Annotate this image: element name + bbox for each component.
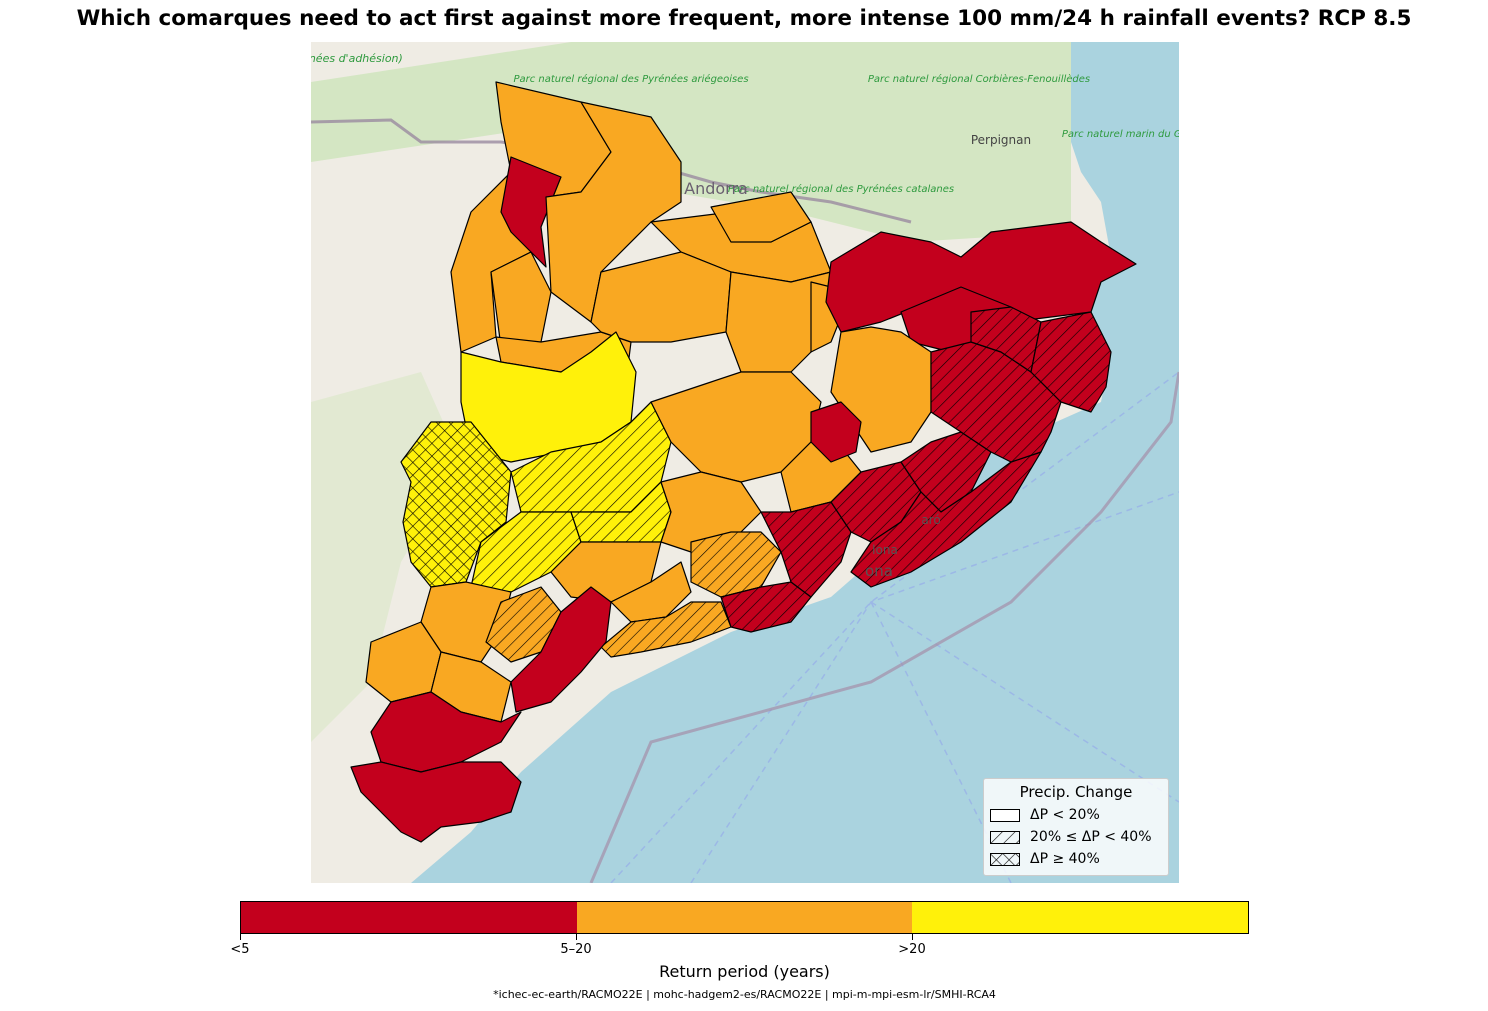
sea-lane <box>610 371 1179 883</box>
city-label: lona <box>872 543 898 557</box>
comarca-alt-penedes-hatch <box>691 532 781 597</box>
comarca-solsones[interactable] <box>590 251 732 343</box>
comarca-segria-hatch <box>401 422 511 587</box>
colorbar-segment-mid <box>576 902 913 933</box>
legend-item: 20% ≤ ΔP < 40% <box>990 826 1162 848</box>
basemap-label-andorra: Andorra <box>684 179 748 198</box>
sea-lane <box>870 601 1012 883</box>
map-panel[interactable]: s Pyrénées d'adhésion) Parc naturel régi… <box>311 42 1179 883</box>
comarca-baix-penedes-hatch <box>601 602 731 657</box>
chart-title: Which comarques need to act first agains… <box>76 6 1412 31</box>
footnote: *ichec-ec-earth/RACMO22E | mohc-hadgem2-… <box>493 988 996 1001</box>
city-label: ona <box>865 562 893 580</box>
map-svg: s Pyrénées d'adhésion) Parc naturel régi… <box>311 42 1179 883</box>
legend-label: 20% ≤ ΔP < 40% <box>1030 829 1152 845</box>
comarca-valles-oriental-hatch <box>901 432 991 512</box>
basemap-label: s Pyrénées d'adhésion) <box>311 52 403 65</box>
colorbar-title: Return period (years) <box>659 962 830 981</box>
comarca-priorat-hatch <box>486 587 561 662</box>
comarca-maresme-hatch <box>851 452 1041 587</box>
basemap-label-perpignan: Perpignan <box>971 133 1031 147</box>
comarca-ripolles[interactable] <box>710 191 812 243</box>
comarca-montsia[interactable] <box>350 761 522 843</box>
legend-title: Precip. Change <box>1019 783 1133 801</box>
colorbar-tick-label: <5 <box>230 942 250 957</box>
basemap-sea <box>411 42 1179 883</box>
comarca-baix-ebre[interactable] <box>370 691 522 773</box>
colorbar-tick <box>576 934 577 940</box>
colorbar-tick <box>240 934 241 940</box>
comarca-alta-ribagorca[interactable] <box>490 251 552 348</box>
comarca-alt-emporda[interactable] <box>825 221 1137 333</box>
comarca-garrigues-hatch <box>471 512 581 592</box>
legend-swatch-cross <box>990 852 1020 866</box>
colorbar-tick-label: >20 <box>898 942 926 957</box>
comarca-val-aran[interactable] <box>500 156 562 268</box>
comarca-barcelones[interactable] <box>810 401 862 463</box>
basemap-label: Parc naturel régional des Pyrénées ariég… <box>513 73 748 85</box>
legend-label: ΔP ≥ 40% <box>1030 851 1100 867</box>
basemap-label: Parc naturel marin du Golfe du Lion <box>1062 129 1179 140</box>
comarca-urgell-hatch <box>511 402 671 512</box>
comarca-bergueda[interactable] <box>725 271 832 373</box>
city-label: aró <box>921 513 940 527</box>
legend-item: ΔP ≥ 40% <box>990 848 1162 870</box>
hatch-legend: Precip. Change ΔP < 20% 20% ≤ ΔP < 40% Δ… <box>983 778 1169 876</box>
comarca-segarra-hatch <box>571 482 671 542</box>
colorbar-tick-label: 5–20 <box>560 942 592 957</box>
comarca-baix-camp[interactable] <box>510 586 612 713</box>
legend-label: ΔP < 20% <box>1030 807 1100 823</box>
comarca-baix-emporda-hatch <box>1031 312 1111 412</box>
colorbar-segment-high <box>912 902 1249 933</box>
legend-item: ΔP < 20% <box>990 804 1162 826</box>
comarca-girones-hatch <box>971 307 1041 372</box>
comarca-valles-occidental-hatch <box>831 462 921 542</box>
basemap-label: Parc naturel régional Corbières-Fenouill… <box>868 73 1090 85</box>
legend-swatch-none <box>990 808 1020 822</box>
colorbar-tick <box>912 934 913 940</box>
comarca-baix-llobregat-hatch <box>761 502 851 597</box>
colorbar-segment-low <box>241 902 577 933</box>
return-period-colorbar <box>240 901 1249 934</box>
comarca-selva-hatch <box>931 342 1061 462</box>
legend-swatch-diagonal <box>990 830 1020 844</box>
basemap-label: Parc naturel régional des Pyrénées catal… <box>728 183 954 195</box>
sea-boundary <box>589 371 1179 883</box>
comarca-garraf-hatch <box>721 582 811 632</box>
